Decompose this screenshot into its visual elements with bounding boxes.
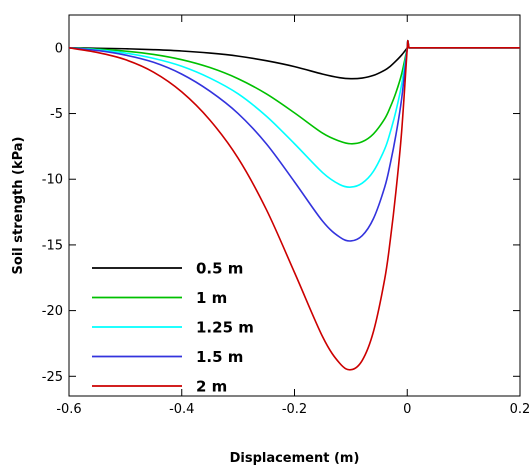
y-tick-label: -15 — [42, 238, 63, 253]
x-axis-label: Displacement (m) — [230, 451, 360, 466]
x-tick-label: 0 — [403, 402, 411, 417]
series-line — [68, 39, 520, 371]
legend-label: 1.5 m — [196, 348, 243, 366]
x-tick-labels: -0.6 -0.4 -0.2 0 0.2 — [56, 402, 530, 417]
y-axis-label: Soil strength (kPa) — [11, 137, 26, 275]
y-tick-label: -5 — [50, 107, 63, 122]
x-tick-label: -0.6 — [56, 402, 81, 417]
y-tick-label: -20 — [42, 304, 63, 319]
y-tick-label: -10 — [42, 173, 63, 188]
series-line — [68, 39, 520, 80]
y-tick-label: -25 — [42, 370, 63, 385]
plot-frame — [68, 14, 521, 397]
legend-label: 2 m — [196, 378, 227, 396]
legend-label: 1 m — [196, 289, 227, 307]
y-tick-label: 0 — [55, 41, 63, 56]
y-tick-labels: 0 -5 -10 -15 -20 -25 — [42, 41, 63, 384]
legend: 0.5 m 1 m 1.25 m 1.5 m 2 m — [92, 260, 254, 396]
series-lines — [68, 39, 520, 371]
x-tick-label: -0.2 — [282, 402, 307, 417]
series-line — [68, 39, 520, 242]
axis-ticks — [68, 15, 521, 396]
x-tick-label: -0.4 — [169, 402, 194, 417]
x-tick-label: 0.2 — [510, 402, 531, 417]
series-line — [68, 39, 520, 145]
series-line — [68, 39, 520, 188]
legend-label: 0.5 m — [196, 260, 243, 278]
legend-label: 1.25 m — [196, 319, 254, 337]
